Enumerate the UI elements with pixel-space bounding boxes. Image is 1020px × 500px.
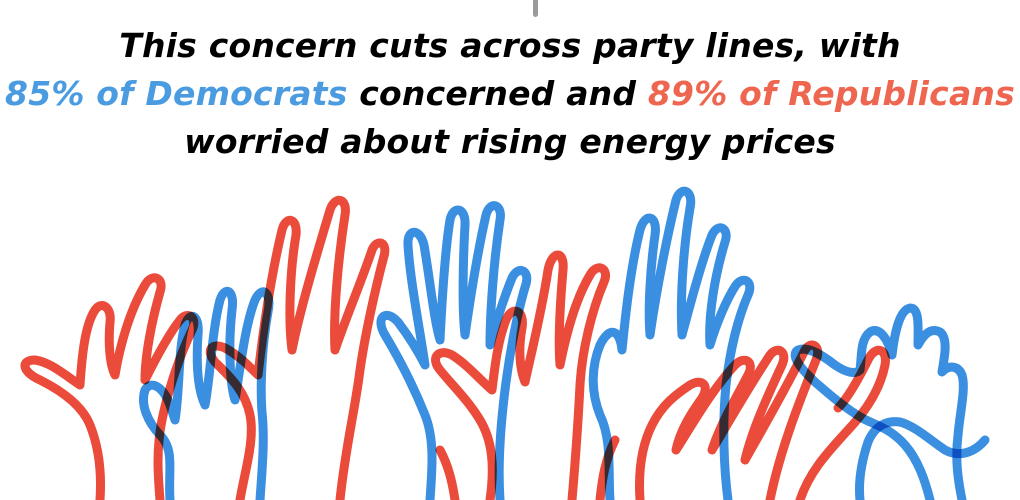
red-hand-center xyxy=(431,250,610,500)
headline-line-3: worried about rising energy prices xyxy=(184,122,836,161)
red-hand-far-left xyxy=(20,273,199,500)
raised-hands-icon xyxy=(20,186,990,500)
blue-hand-center-right xyxy=(588,186,755,500)
red-hand-left xyxy=(205,196,390,500)
red-hand-center-right xyxy=(635,340,823,500)
scroll-indicator xyxy=(533,0,538,17)
blue-hand-small xyxy=(855,417,990,500)
red-hand-wrist-lines xyxy=(435,435,620,500)
headline-line-1: This concern cuts across party lines, wi… xyxy=(119,26,901,65)
headline-line-2: 85% of Democrats concerned and 89% of Re… xyxy=(0,70,1020,118)
republicans-stat: 89% of Republicans xyxy=(647,74,1015,113)
red-hand-right xyxy=(795,346,890,500)
blue-hand-right xyxy=(790,303,968,500)
headline: This concern cuts across party lines, wi… xyxy=(0,22,1020,166)
democrats-stat: 85% of Democrats xyxy=(5,74,348,113)
blue-hand-center-left xyxy=(376,201,532,500)
headline-connector: concerned and xyxy=(347,74,648,113)
